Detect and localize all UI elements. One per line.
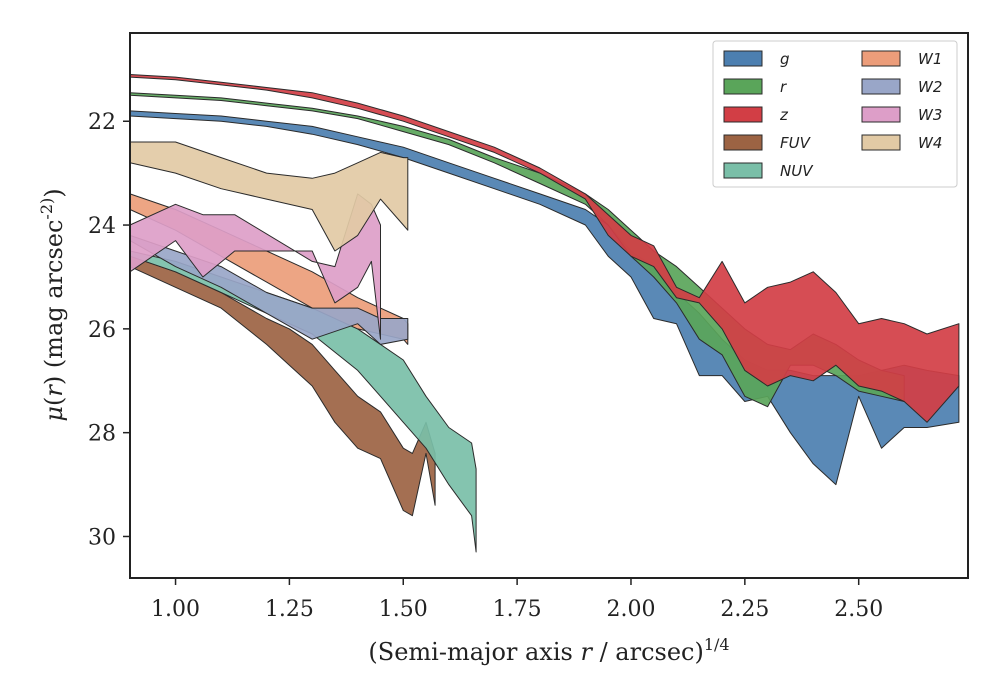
series-bands bbox=[129, 74, 960, 553]
x-tick-label: 1.25 bbox=[265, 597, 314, 622]
legend-label: W1 bbox=[918, 50, 942, 68]
legend-item-g: g bbox=[723, 50, 790, 68]
legend-label: W3 bbox=[918, 106, 942, 124]
x-tick-label: 2.00 bbox=[606, 597, 655, 622]
legend-swatch bbox=[723, 50, 763, 67]
x-tick-label: 1.50 bbox=[379, 597, 428, 622]
band-w3 bbox=[129, 193, 381, 340]
legend-swatch bbox=[723, 78, 763, 95]
legend-label: W2 bbox=[918, 78, 942, 96]
legend-swatch bbox=[861, 50, 901, 67]
x-axis: 1.00 1.25 1.50 1.75 2.00 2.25 2.50 bbox=[151, 578, 883, 622]
legend-item-w1: W1 bbox=[861, 50, 942, 68]
legend-item-w2: W2 bbox=[861, 78, 942, 96]
x-tick-label: 1.00 bbox=[151, 597, 200, 622]
legend-label: NUV bbox=[780, 162, 814, 180]
legend-label: FUV bbox=[780, 134, 812, 152]
y-tick-label: 28 bbox=[88, 422, 116, 447]
legend-item-z: z bbox=[723, 106, 789, 124]
legend-swatch bbox=[861, 134, 901, 151]
legend-label: z bbox=[779, 106, 789, 124]
plot-frame bbox=[129, 32, 969, 579]
legend-label: g bbox=[780, 50, 790, 68]
y-tick-label: 24 bbox=[88, 214, 116, 239]
legend-item-w3: W3 bbox=[861, 106, 942, 124]
x-tick-label: 1.75 bbox=[493, 597, 542, 622]
x-axis-label: (Semi-major axis r / arcsec)1/4 bbox=[368, 635, 729, 666]
legend-label: r bbox=[780, 78, 787, 96]
legend-swatch bbox=[861, 78, 901, 95]
y-tick-label: 22 bbox=[88, 110, 116, 135]
legend-item-r: r bbox=[723, 78, 787, 96]
legend-item-nuv: NUV bbox=[723, 162, 814, 180]
legend-swatch bbox=[861, 106, 901, 123]
y-tick-label: 30 bbox=[88, 525, 116, 550]
legend: grz FUV NUV W1 W2 W3 W4 bbox=[712, 40, 958, 188]
legend-item-fuv: FUV bbox=[723, 134, 812, 152]
band-w4 bbox=[129, 141, 409, 252]
legend-item-w4: W4 bbox=[861, 134, 942, 152]
legend-swatch bbox=[723, 106, 763, 123]
legend-label: W4 bbox=[918, 134, 942, 152]
y-tick-label: 26 bbox=[88, 318, 116, 343]
x-tick-label: 2.25 bbox=[720, 597, 769, 622]
band-fuv bbox=[129, 255, 436, 517]
legend-swatch bbox=[723, 162, 763, 179]
x-tick-label: 2.50 bbox=[834, 597, 883, 622]
legend-swatch bbox=[723, 134, 763, 151]
band-z bbox=[129, 74, 960, 423]
y-axis: 22 24 26 28 30 bbox=[88, 110, 130, 550]
y-axis-label: μ(r) (mag arcsec-2)) bbox=[37, 188, 68, 421]
